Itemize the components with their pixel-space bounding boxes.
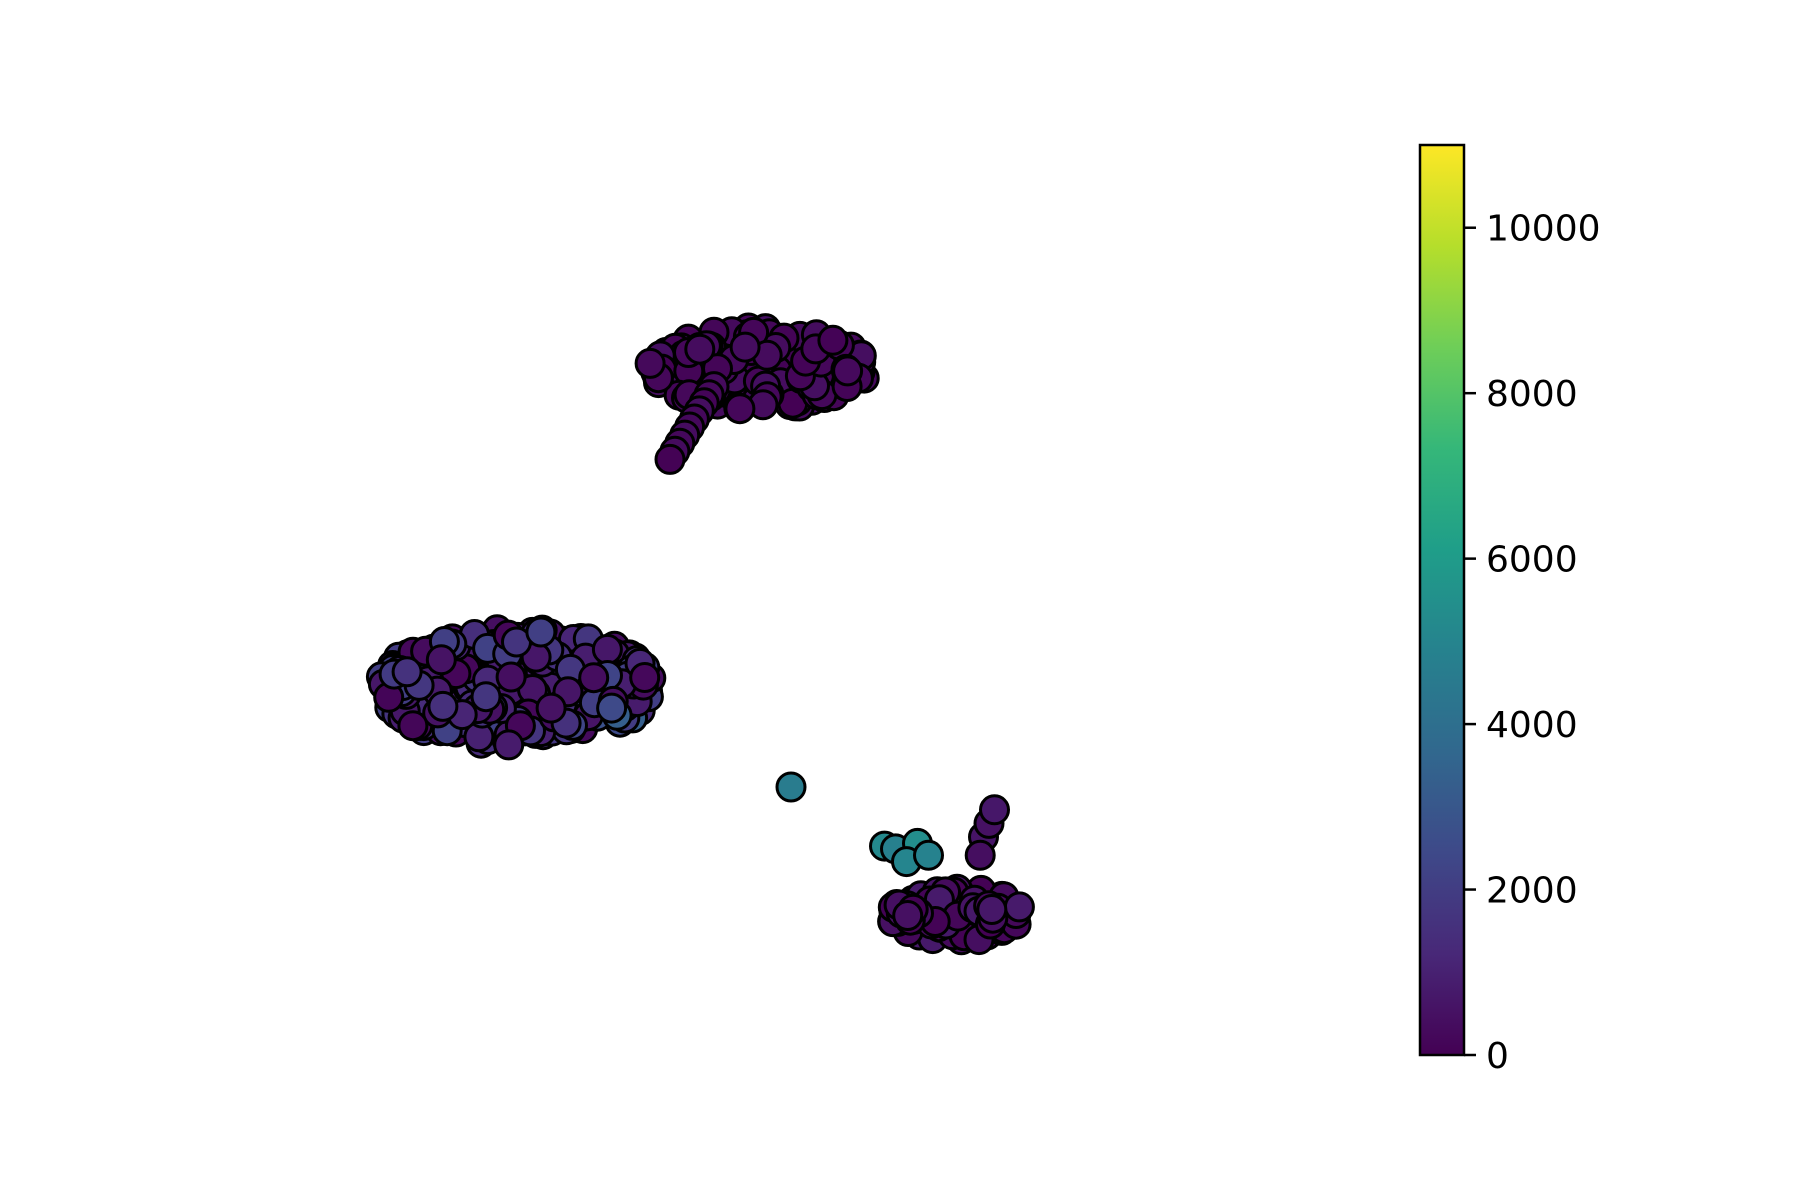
scatter-point	[629, 662, 661, 693]
colorbar-tick-label: 8000	[1486, 374, 1578, 415]
scatter-point	[525, 616, 557, 648]
scatter-point	[493, 729, 525, 761]
colorbar-fill	[1420, 145, 1464, 1055]
scatter-point	[817, 324, 849, 356]
scatter-point	[684, 333, 716, 365]
scatter-point	[495, 661, 527, 693]
scatter-point	[634, 347, 666, 379]
colorbar-ticks: 0 2000 4000 6000 8000 10000	[1464, 209, 1601, 1077]
scatter-point	[535, 692, 567, 724]
scatter-point	[1003, 891, 1035, 923]
colorbar-tick-label: 10000	[1486, 209, 1601, 250]
scatter-point	[892, 900, 924, 931]
scatter-point	[425, 644, 457, 676]
scatter-point	[729, 331, 761, 363]
colorbar-tick-label: 6000	[1486, 540, 1578, 581]
scatter-point	[591, 633, 623, 665]
scatter-point	[724, 393, 756, 425]
scatter-point	[654, 443, 686, 475]
colorbar-tick-label: 2000	[1486, 871, 1578, 912]
scatter-point	[427, 690, 459, 722]
colorbar-frame	[1418, 143, 1466, 1057]
scatter-point	[397, 710, 429, 742]
plot-area	[365, 312, 1035, 956]
scatter-point	[832, 355, 864, 387]
scatter-point	[775, 771, 807, 803]
colorbar: 0 2000 4000 6000 8000 10000	[1418, 143, 1601, 1077]
colorbar-tick-label: 0	[1486, 1036, 1509, 1077]
scatter-point	[913, 839, 944, 871]
scatter-point	[596, 692, 628, 724]
scatter-point	[470, 681, 502, 713]
scatter-point	[979, 794, 1010, 826]
scatter-point	[976, 894, 1008, 925]
scatter-point	[964, 839, 996, 871]
scatter-point	[578, 662, 610, 694]
scatter-point	[391, 656, 423, 688]
colorbar-tick-label: 4000	[1486, 705, 1578, 746]
